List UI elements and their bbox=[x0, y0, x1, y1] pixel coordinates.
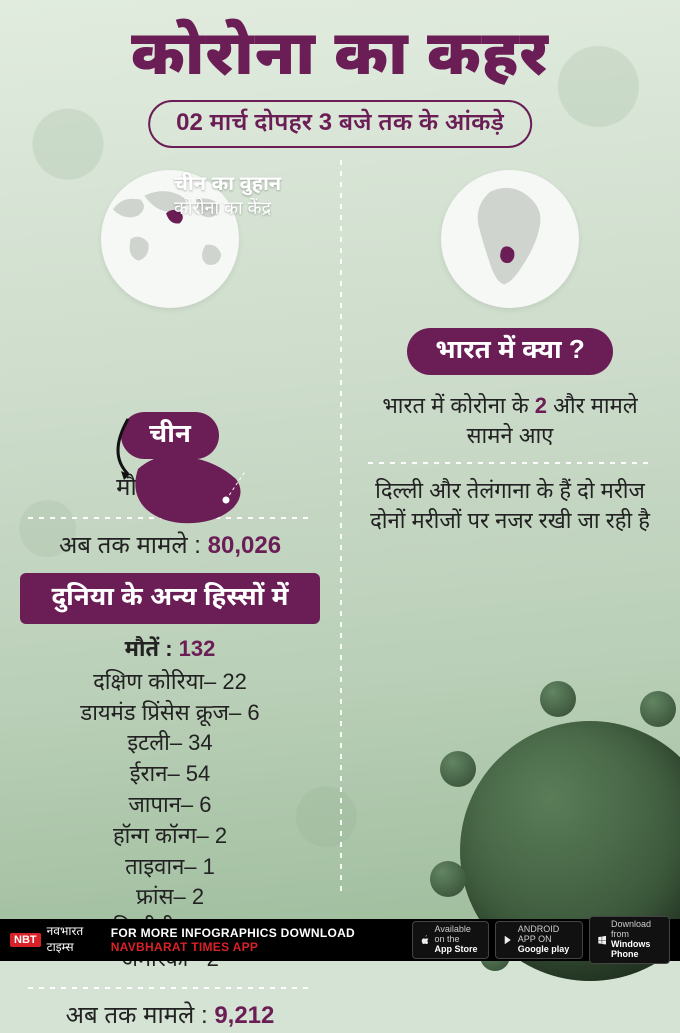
subtitle-pill: 02 मार्च दोपहर 3 बजे तक के आंकड़े bbox=[148, 100, 532, 148]
play-icon bbox=[503, 933, 513, 947]
world-deaths-value: 132 bbox=[179, 636, 216, 661]
country-row: ताइवान– 1 bbox=[0, 852, 340, 883]
india-line2: दिल्ली और तेलंगाना के हैं दो मरीज दोनों … bbox=[340, 476, 680, 535]
apple-icon bbox=[420, 933, 430, 947]
india-line1-value: 2 bbox=[535, 393, 547, 418]
divider-line bbox=[28, 987, 312, 989]
world-section-header: दुनिया के अन्य हिस्सों में bbox=[20, 573, 320, 624]
country-row: हॉन्ग कॉन्ग– 2 bbox=[0, 821, 340, 852]
left-column: चीन मौतें: 2,912 अब तक मामले : 80,026 दु… bbox=[0, 160, 340, 1033]
india-globe bbox=[441, 170, 579, 308]
india-line1-pre: भारत में कोरोना के bbox=[382, 393, 534, 418]
google-bottom: Google play bbox=[518, 944, 570, 954]
china-callout bbox=[108, 414, 258, 539]
google-play-badge[interactable]: ANDROID APP ONGoogle play bbox=[495, 921, 582, 959]
country-row: इटली– 34 bbox=[0, 728, 340, 759]
footer-cta-pre: FOR MORE INFOGRAPHICS DOWNLOAD bbox=[111, 926, 355, 940]
windows-bottom: Windows Phone bbox=[611, 939, 650, 959]
world-deaths: मौतें : 132 bbox=[0, 634, 340, 665]
right-column: भारत में क्या ? भारत में कोरोना के 2 और … bbox=[340, 160, 680, 536]
world-cases: अब तक मामले : 9,212 bbox=[0, 1001, 340, 1033]
windows-icon bbox=[597, 933, 607, 947]
footer-cta: FOR MORE INFOGRAPHICS DOWNLOAD NAVBHARAT… bbox=[111, 926, 407, 954]
google-top: ANDROID APP ON bbox=[518, 925, 575, 945]
wuhan-label: चीन का वुहान कोरोना का केंद्र bbox=[174, 172, 281, 220]
footer-cta-accent: NAVBHARAT TIMES APP bbox=[111, 940, 258, 954]
divider-line bbox=[368, 462, 652, 464]
india-pill: भारत में क्या ? bbox=[407, 328, 613, 375]
india-line1: भारत में कोरोना के 2 और मामले सामने आए bbox=[340, 391, 680, 450]
country-row: ईरान– 54 bbox=[0, 759, 340, 790]
country-row: जापान– 6 bbox=[0, 790, 340, 821]
windows-store-badge[interactable]: Download fromWindows Phone bbox=[589, 916, 670, 964]
world-cases-label: अब तक मामले : bbox=[66, 1002, 208, 1029]
wuhan-label-line1: चीन का वुहान bbox=[174, 172, 281, 197]
apple-top: Available on the bbox=[435, 925, 482, 945]
nbt-text: नवभारत टाइम्स bbox=[47, 924, 97, 956]
nbt-badge: NBT bbox=[10, 933, 41, 947]
world-cases-value: 9,212 bbox=[214, 1002, 274, 1029]
world-deaths-label: मौतें : bbox=[125, 636, 173, 661]
country-row: दक्षिण कोरिया– 22 bbox=[0, 667, 340, 698]
country-row: डायमंड प्रिंसेस क्रूज– 6 bbox=[0, 698, 340, 729]
windows-top: Download from bbox=[611, 920, 662, 940]
country-row: फ्रांस– 2 bbox=[0, 882, 340, 913]
wuhan-label-line2: कोरोना का केंद्र bbox=[174, 197, 281, 220]
page-title: कोरोना का कहर bbox=[0, 18, 680, 100]
apple-bottom: App Store bbox=[435, 944, 478, 954]
app-store-badge[interactable]: Available on theApp Store bbox=[412, 921, 489, 959]
footer-bar: NBT नवभारत टाइम्स FOR MORE INFOGRAPHICS … bbox=[0, 919, 680, 961]
